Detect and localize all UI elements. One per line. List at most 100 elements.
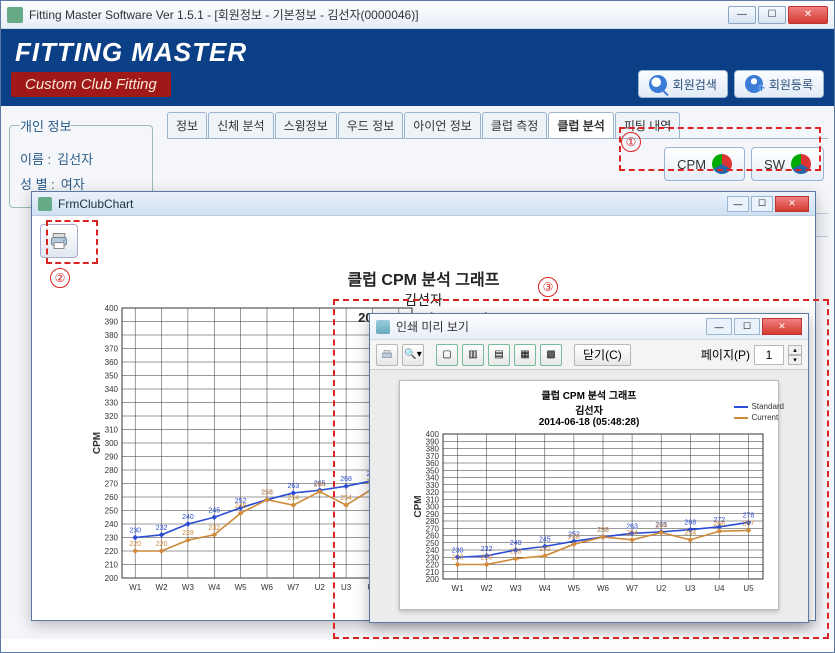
svg-text:W5: W5 <box>568 584 581 593</box>
svg-text:254: 254 <box>626 530 638 537</box>
mini-title: 클럽 CPM 분석 그래프 <box>408 387 770 402</box>
svg-text:266: 266 <box>714 521 726 528</box>
svg-text:228: 228 <box>182 530 194 537</box>
window-title: Fitting Master Software Ver 1.5.1 - [회원정… <box>29 6 728 23</box>
svg-text:380: 380 <box>105 331 119 340</box>
svg-text:W1: W1 <box>129 583 142 592</box>
svg-text:220: 220 <box>452 555 464 562</box>
toolbar-zoom-button[interactable]: 🔍▾ <box>402 344 424 366</box>
svg-text:232: 232 <box>208 525 220 532</box>
tab-0[interactable]: 정보 <box>167 112 207 138</box>
brand-title: FITTING MASTER <box>1 29 834 70</box>
chart-close-button[interactable]: ✕ <box>775 196 809 212</box>
svg-text:210: 210 <box>105 561 119 570</box>
layout-3-button[interactable]: ▤ <box>488 344 510 366</box>
page-down-button[interactable]: ▾ <box>788 355 802 365</box>
tab-1[interactable]: 신체 분석 <box>208 112 274 138</box>
annotation-2: ② <box>50 268 70 288</box>
svg-text:U4: U4 <box>714 584 725 593</box>
chart-minimize-button[interactable]: — <box>727 196 749 212</box>
svg-text:220: 220 <box>129 541 141 548</box>
svg-text:260: 260 <box>105 493 119 502</box>
member-search-button[interactable]: 회원검색 <box>638 70 728 98</box>
svg-text:240: 240 <box>182 514 194 521</box>
name-value: 김선자 <box>57 149 93 168</box>
mini-chart: 2002102202302402502602702802903003103203… <box>408 428 770 603</box>
app-header: FITTING MASTER Custom Club Fitting 회원검색 … <box>1 29 834 106</box>
preview-titlebar: 인쇄 미리 보기 — ☐ ✕ <box>370 314 808 340</box>
svg-text:CPM: CPM <box>92 432 103 454</box>
preview-toolbar: 🔍▾ ▢ ▥ ▤ ▦ ▩ 닫기(C) 페이지(P) ▴ ▾ <box>370 340 808 370</box>
preview-page: 클럽 CPM 분석 그래프 김선자 2014-06-18 (05:48:28) … <box>399 380 779 610</box>
svg-text:280: 280 <box>105 466 119 475</box>
svg-text:360: 360 <box>105 358 119 367</box>
preview-close-button[interactable]: ✕ <box>762 318 802 335</box>
tab-6[interactable]: 클럽 분석 <box>548 112 614 138</box>
svg-text:245: 245 <box>208 507 220 514</box>
svg-text:268: 268 <box>684 520 696 527</box>
print-preview-window: 인쇄 미리 보기 — ☐ ✕ 🔍▾ ▢ ▥ ▤ ▦ ▩ 닫기(C) 페이지(P)… <box>369 313 809 623</box>
user-add-icon <box>745 75 763 93</box>
svg-text:220: 220 <box>105 547 119 556</box>
chart-titlebar: FrmClubChart — ☐ ✕ <box>32 192 815 216</box>
svg-text:370: 370 <box>105 345 119 354</box>
brand-subtitle: Custom Club Fitting <box>11 72 171 97</box>
svg-text:W6: W6 <box>597 584 610 593</box>
chart-window-title: FrmClubChart <box>58 197 725 211</box>
svg-text:320: 320 <box>105 412 119 421</box>
svg-text:264: 264 <box>314 482 326 489</box>
svg-text:258: 258 <box>597 527 609 534</box>
layout-6-button[interactable]: ▩ <box>540 344 562 366</box>
member-register-button[interactable]: 회원등록 <box>734 70 824 98</box>
annotation-box-1 <box>619 127 821 171</box>
svg-text:U2: U2 <box>656 584 667 593</box>
svg-text:230: 230 <box>452 547 464 554</box>
tab-5[interactable]: 클럽 측정 <box>482 112 548 138</box>
close-button[interactable]: ✕ <box>788 6 828 24</box>
app-icon <box>7 7 23 23</box>
svg-text:400: 400 <box>426 430 440 439</box>
svg-text:CPM: CPM <box>413 495 424 517</box>
layout-4-button[interactable]: ▦ <box>514 344 536 366</box>
layout-1-button[interactable]: ▢ <box>436 344 458 366</box>
svg-text:254: 254 <box>288 495 300 502</box>
svg-text:W4: W4 <box>208 583 221 592</box>
svg-text:400: 400 <box>105 304 119 313</box>
svg-text:232: 232 <box>156 525 168 532</box>
mini-sub: 김선자 <box>408 402 770 417</box>
maximize-button[interactable]: ☐ <box>758 6 786 24</box>
svg-text:220: 220 <box>156 541 168 548</box>
chart-maximize-button[interactable]: ☐ <box>751 196 773 212</box>
svg-text:228: 228 <box>510 549 522 556</box>
svg-text:310: 310 <box>105 426 119 435</box>
svg-text:W1: W1 <box>452 584 465 593</box>
svg-text:W3: W3 <box>510 584 523 593</box>
svg-text:W3: W3 <box>182 583 195 592</box>
svg-text:248: 248 <box>568 534 580 541</box>
mini-legend: StandardCurrent <box>734 402 784 424</box>
preview-maximize-button[interactable]: ☐ <box>734 318 760 335</box>
svg-text:U2: U2 <box>315 583 326 592</box>
layout-2-button[interactable]: ▥ <box>462 344 484 366</box>
svg-text:254: 254 <box>684 530 696 537</box>
annotation-box-2 <box>46 220 98 264</box>
chart-title: 클럽 CPM 분석 그래프 <box>32 266 815 290</box>
tab-3[interactable]: 우드 정보 <box>338 112 404 138</box>
svg-text:290: 290 <box>105 453 119 462</box>
page-input[interactable] <box>754 345 784 365</box>
toolbar-print-button[interactable] <box>376 344 398 366</box>
svg-text:W7: W7 <box>287 583 300 592</box>
page-up-button[interactable]: ▴ <box>788 345 802 355</box>
svg-text:340: 340 <box>105 385 119 394</box>
svg-text:230: 230 <box>129 528 141 535</box>
tab-2[interactable]: 스윙정보 <box>275 112 337 138</box>
svg-text:250: 250 <box>105 507 119 516</box>
preview-minimize-button[interactable]: — <box>706 318 732 335</box>
minimize-button[interactable]: — <box>728 6 756 24</box>
svg-text:240: 240 <box>510 540 522 547</box>
tab-4[interactable]: 아이언 정보 <box>404 112 481 138</box>
preview-close-text-button[interactable]: 닫기(C) <box>574 344 631 366</box>
preview-title: 인쇄 미리 보기 <box>396 318 704 335</box>
svg-text:232: 232 <box>481 546 493 553</box>
svg-text:230: 230 <box>105 534 119 543</box>
